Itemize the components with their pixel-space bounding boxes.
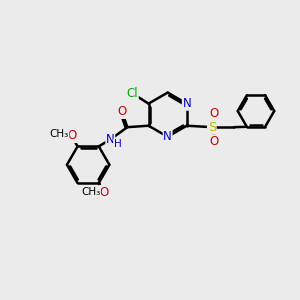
Text: N: N (106, 133, 115, 146)
Text: S: S (208, 121, 216, 134)
Text: O: O (209, 135, 219, 148)
Text: Cl: Cl (127, 87, 138, 100)
Text: O: O (209, 106, 219, 119)
Text: CH₃: CH₃ (81, 187, 100, 197)
Text: CH₃: CH₃ (50, 130, 69, 140)
Text: O: O (99, 185, 109, 199)
Text: O: O (68, 130, 77, 142)
Text: N: N (182, 97, 191, 110)
Text: N: N (163, 130, 172, 143)
Text: O: O (117, 105, 127, 119)
Text: H: H (114, 139, 122, 149)
